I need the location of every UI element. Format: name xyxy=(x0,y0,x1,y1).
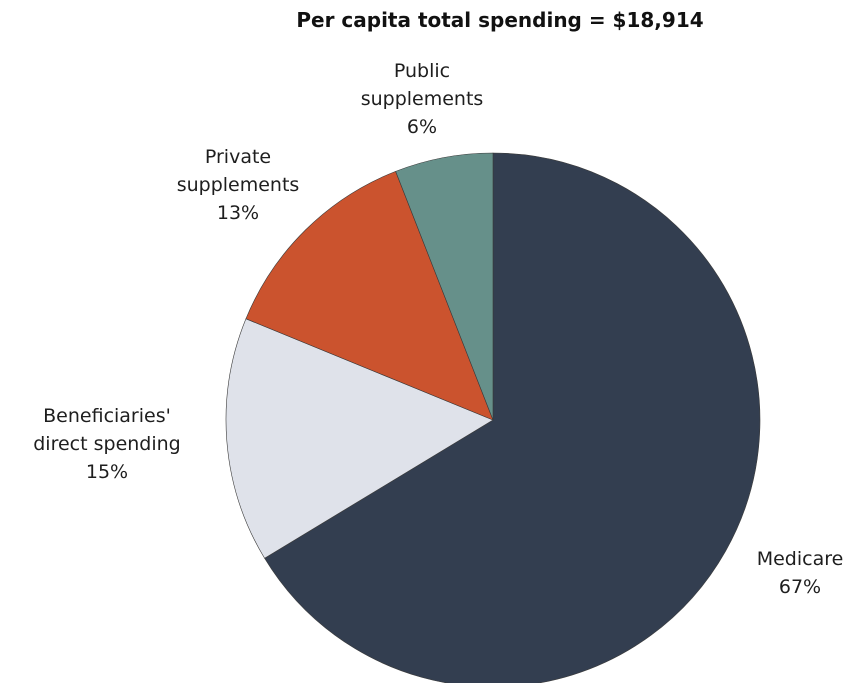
slice-value-label: 13% xyxy=(216,202,260,224)
slice-label-text: direct spending xyxy=(33,433,181,455)
slice-label-medicare: Medicare 67% xyxy=(757,545,844,601)
slice-label-text: Private xyxy=(204,146,272,168)
slice-label-public-supplements: Public supplements 6% xyxy=(361,57,484,141)
slice-value-label: 15% xyxy=(85,461,129,483)
slice-label-text: Beneficiaries' xyxy=(43,405,171,427)
slice-label-text: supplements xyxy=(176,174,300,196)
pie-slice-medicare xyxy=(264,152,761,683)
slice-label-beneficiaries-direct-spending: Beneficiaries' direct spending 15% xyxy=(33,402,181,486)
chart-title: Per capita total spending = $18,914 xyxy=(296,8,704,32)
pie-slice-public-supplements xyxy=(395,152,494,421)
slice-value-label: 67% xyxy=(778,576,822,598)
slice-label-text: supplements xyxy=(360,88,484,110)
slice-label-text: Public xyxy=(393,60,451,82)
slice-label-private-supplements: Private supplements 13% xyxy=(177,143,300,227)
slice-label-text: Medicare xyxy=(756,548,844,570)
slice-value-label: 6% xyxy=(406,116,438,138)
pie-slice-private-supplements xyxy=(245,170,494,421)
pie-slice-beneficiaries-direct-spending xyxy=(225,318,494,559)
